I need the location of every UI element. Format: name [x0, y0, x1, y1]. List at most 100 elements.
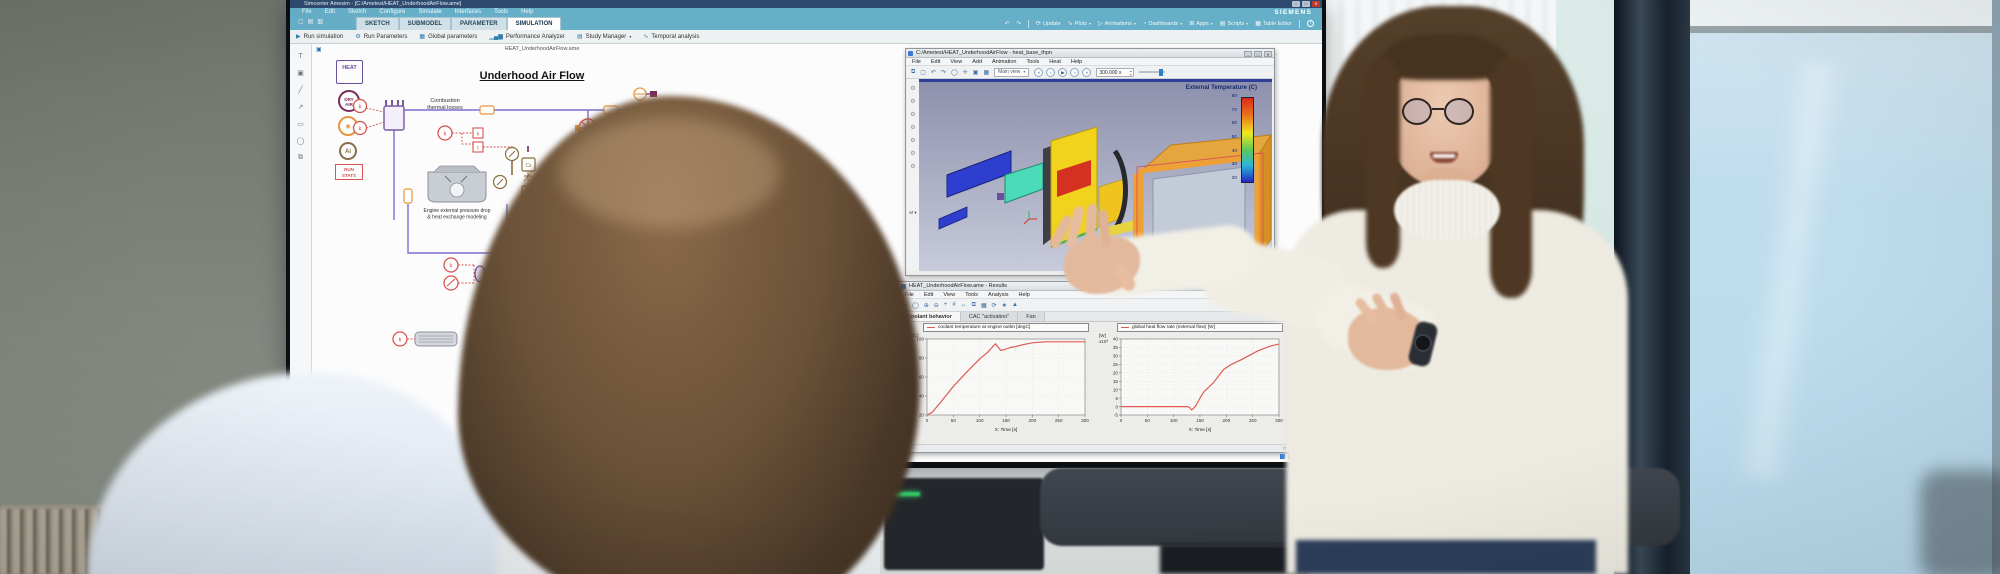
redo-icon[interactable]: ↷ [1016, 20, 1021, 27]
maximize-icon[interactable]: □ [1273, 283, 1281, 290]
zoom-icon[interactable] [297, 443, 304, 450]
file-toolbar-button-1[interactable]: ▤ [308, 18, 314, 25]
menu-item-6[interactable]: Tools [494, 9, 509, 15]
viewer3d-side-tool-3[interactable]: ⚙ [910, 125, 916, 131]
viewer3d-tool-3[interactable]: ↷ [941, 69, 947, 76]
results-menu-3[interactable]: Tools [965, 292, 979, 298]
viewer3d-tool-5[interactable]: ✛ [962, 69, 968, 76]
sim-toolbar-button-3[interactable]: ▁▄▆ Performance Analyzer [489, 33, 565, 41]
plot-legend[interactable]: global heat flow rate (external flow) [W… [1117, 323, 1283, 332]
viewer3d-menu-2[interactable]: View [950, 59, 963, 65]
close-icon[interactable]: ✕ [1264, 50, 1272, 57]
time-input[interactable]: 300.000 s ▲ ▼ [1096, 67, 1135, 77]
engine-block[interactable] [427, 165, 487, 203]
minimize-icon[interactable]: – [1244, 50, 1252, 57]
results-tool-1[interactable]: ◯ [912, 302, 919, 309]
results-menu-1[interactable]: Edit [923, 292, 934, 298]
draw-tool-1[interactable]: ▣ [297, 70, 304, 77]
viewer3d-tool-1[interactable]: ▢ [920, 69, 926, 76]
results-menu-0[interactable]: File [905, 292, 914, 298]
sim-toolbar-button-2[interactable]: ▦ Global parameters [419, 33, 477, 41]
quick-action-5[interactable]: ▤ Scripts ▾ [1220, 20, 1249, 28]
results-tool-7[interactable]: ⧉ [971, 301, 976, 308]
results-window[interactable]: HEAT_UnderhoodAirFlow.ame - Results – □ … [898, 281, 1294, 453]
run-stats-badge[interactable]: RUN STATS [335, 164, 363, 180]
draw-tool-0[interactable]: T [298, 53, 303, 60]
sim-toolbar-button-1[interactable]: ⚙ Run Parameters [355, 33, 407, 41]
mode-menu[interactable]: M ▾ [909, 210, 917, 215]
heat-flow-chart[interactable]: 40 35 30 25 20 15 10 5 0 -5 0 50 100 150… [1099, 335, 1285, 438]
playback-button-0[interactable]: « [1034, 67, 1044, 77]
viewer3d-side-tool-5[interactable]: ⚙ [910, 151, 916, 157]
results-tool-2[interactable]: ⊕ [923, 302, 929, 309]
playback-button-4[interactable]: » [1082, 67, 1092, 77]
viewer3d-side-tool-0[interactable]: ⚙ [910, 86, 916, 92]
results-tab-2[interactable]: Fan [1018, 312, 1045, 321]
quick-action-0[interactable]: ⟳ Update [1036, 20, 1061, 28]
coolant-sensors[interactable]: k [443, 257, 486, 291]
ai-badge[interactable]: Ai [339, 142, 357, 160]
viewer3d-tool-0[interactable]: ⧉ [911, 68, 916, 75]
results-tool-5[interactable]: # [952, 302, 956, 308]
playback-button-1[interactable]: ‹ [1046, 67, 1056, 77]
results-tool-10[interactable]: ★ [1001, 302, 1008, 309]
help-icon[interactable]: ? [1307, 20, 1314, 27]
mode-tab-3[interactable]: SIMULATION [506, 17, 562, 30]
plot-legend[interactable]: coolant temperature at engine outlet [de… [923, 323, 1089, 332]
maximize-icon[interactable]: □ [1254, 50, 1262, 57]
quick-action-2[interactable]: ▷ Animations ▾ [1098, 20, 1136, 28]
temperature-sensor[interactable] [633, 87, 657, 110]
results-tool-4[interactable]: + [943, 302, 948, 308]
draw-tool-2[interactable]: ╱ [298, 87, 303, 94]
quick-action-4[interactable]: ⊞ Apps ▾ [1189, 20, 1213, 28]
results-menu-2[interactable]: View [943, 292, 956, 298]
viewer3d-menu-7[interactable]: Help [1070, 59, 1083, 65]
results-tool-8[interactable]: ▦ [980, 302, 987, 309]
playback-button-3[interactable]: › [1070, 67, 1080, 77]
viewer3d-tool-6[interactable]: ▣ [972, 69, 979, 76]
results-tab-1[interactable]: CAC "activation" [960, 312, 1019, 321]
viewer3d-menu-4[interactable]: Animation [991, 59, 1017, 65]
menu-item-0[interactable]: File [302, 9, 312, 15]
draw-tool-6[interactable]: ⧉ [298, 154, 303, 161]
viewer3d-window[interactable]: C:/Ametest/HEAT_UnderhoodAirFlow - heat_… [905, 48, 1275, 276]
close-icon[interactable]: ✕ [1283, 283, 1291, 290]
app-icon[interactable] [1280, 454, 1285, 459]
document-tab[interactable]: HEAT_UnderhoodAirFlow.ame [504, 46, 580, 52]
viewer3d-side-tool-2[interactable]: ⚙ [910, 112, 916, 118]
results-menu-4[interactable]: Analysis [988, 292, 1009, 298]
heat-badge[interactable]: HEAT [336, 60, 363, 84]
viewer3d-menu-5[interactable]: Tools [1026, 59, 1040, 65]
radiator-component[interactable]: k [392, 331, 458, 347]
mode-tab-2[interactable]: PARAMETER [451, 17, 507, 30]
draw-tool-4[interactable]: ▭ [297, 121, 304, 128]
results-tool-11[interactable]: ▲ [1012, 302, 1018, 308]
results-tool-3[interactable]: ⊖ [933, 302, 939, 309]
mode-tab-1[interactable]: SUBMODEL [398, 17, 452, 30]
quick-action-6[interactable]: ▦ Table Editor [1255, 20, 1292, 28]
view-selector[interactable]: Main view ▾ [994, 67, 1030, 77]
refresh-icon[interactable]: ⟳ [1282, 446, 1287, 452]
results-tool-9[interactable]: ⟳ [991, 302, 997, 309]
sim-toolbar-button-5[interactable]: ∿ Temporal analysis [643, 33, 699, 41]
quick-action-3[interactable]: ◔ Dashboards ▾ [1143, 21, 1182, 27]
k-source-icons[interactable]: k k [352, 98, 385, 136]
playback-button-2[interactable]: ▶ [1058, 67, 1068, 77]
results-tool-0[interactable]: ▸ [904, 302, 908, 309]
menu-item-3[interactable]: Configure [379, 9, 406, 15]
file-toolbar-button-0[interactable]: ▢ [298, 18, 304, 25]
viewer3d-menu-6[interactable]: Heat [1049, 59, 1061, 65]
combustion-branch[interactable]: k k t [437, 125, 513, 153]
results-tool-6[interactable]: ↔ [960, 302, 967, 308]
draw-tool-3[interactable]: ↗ [297, 104, 304, 111]
viewer3d-menu-1[interactable]: Edit [930, 59, 941, 65]
app-icon[interactable] [1288, 454, 1293, 459]
coolant-temperature-chart[interactable]: 100 80 60 40 20 0 50 100 150 200 250 300… [905, 335, 1091, 438]
menu-item-2[interactable]: Sketch [348, 9, 367, 15]
mode-tab-0[interactable]: SKETCH [356, 17, 399, 30]
sim-toolbar-button-0[interactable]: ▶ Run simulation [296, 33, 343, 41]
viewer3d-menu-0[interactable]: File [912, 59, 921, 65]
results-titlebar[interactable]: HEAT_UnderhoodAirFlow.ame - Results – □ … [899, 282, 1293, 291]
menu-item-1[interactable]: Edit [324, 9, 336, 15]
quick-action-1[interactable]: ∿ Plots ▾ [1068, 20, 1091, 28]
